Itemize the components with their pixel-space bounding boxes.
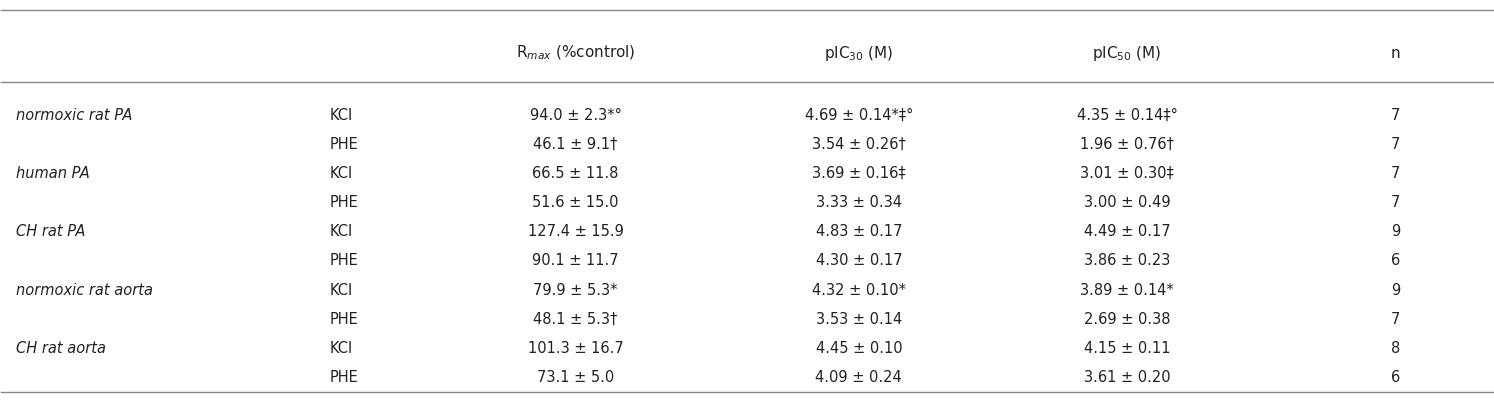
Text: pIC$_{30}$ (M): pIC$_{30}$ (M) <box>825 44 893 63</box>
Text: 7: 7 <box>1391 194 1400 210</box>
Text: PHE: PHE <box>330 311 359 326</box>
Text: 51.6 ± 15.0: 51.6 ± 15.0 <box>532 194 619 210</box>
Text: KCl: KCl <box>330 282 353 297</box>
Text: CH rat aorta: CH rat aorta <box>16 340 106 355</box>
Text: 3.61 ± 0.20: 3.61 ± 0.20 <box>1085 369 1171 384</box>
Text: 4.15 ± 0.11: 4.15 ± 0.11 <box>1085 340 1170 355</box>
Text: 2.69 ± 0.38: 2.69 ± 0.38 <box>1085 311 1170 326</box>
Text: 4.69 ± 0.14*‡°: 4.69 ± 0.14*‡° <box>805 107 913 122</box>
Text: 3.54 ± 0.26†: 3.54 ± 0.26† <box>811 136 905 152</box>
Text: 6: 6 <box>1391 369 1400 384</box>
Text: CH rat PA: CH rat PA <box>16 224 85 239</box>
Text: 9: 9 <box>1391 282 1400 297</box>
Text: 4.49 ± 0.17: 4.49 ± 0.17 <box>1085 224 1171 239</box>
Text: 3.00 ± 0.49: 3.00 ± 0.49 <box>1085 194 1171 210</box>
Text: 4.83 ± 0.17: 4.83 ± 0.17 <box>816 224 902 239</box>
Text: 8: 8 <box>1391 340 1400 355</box>
Text: 101.3 ± 16.7: 101.3 ± 16.7 <box>527 340 623 355</box>
Text: n: n <box>1391 46 1400 61</box>
Text: 90.1 ± 11.7: 90.1 ± 11.7 <box>532 253 619 268</box>
Text: PHE: PHE <box>330 369 359 384</box>
Text: 7: 7 <box>1391 166 1400 180</box>
Text: 127.4 ± 15.9: 127.4 ± 15.9 <box>527 224 623 239</box>
Text: 48.1 ± 5.3†: 48.1 ± 5.3† <box>533 311 617 326</box>
Text: PHE: PHE <box>330 136 359 152</box>
Text: 79.9 ± 5.3*: 79.9 ± 5.3* <box>533 282 617 297</box>
Text: 4.32 ± 0.10*: 4.32 ± 0.10* <box>811 282 905 297</box>
Text: human PA: human PA <box>16 166 90 180</box>
Text: 3.53 ± 0.14: 3.53 ± 0.14 <box>816 311 902 326</box>
Text: pIC$_{50}$ (M): pIC$_{50}$ (M) <box>1092 44 1162 63</box>
Text: 3.69 ± 0.16‡: 3.69 ± 0.16‡ <box>813 166 905 180</box>
Text: 3.89 ± 0.14*: 3.89 ± 0.14* <box>1080 282 1174 297</box>
Text: 3.86 ± 0.23: 3.86 ± 0.23 <box>1085 253 1170 268</box>
Text: 4.35 ± 0.14‡°: 4.35 ± 0.14‡° <box>1077 107 1177 122</box>
Text: 73.1 ± 5.0: 73.1 ± 5.0 <box>536 369 614 384</box>
Text: PHE: PHE <box>330 194 359 210</box>
Text: 3.01 ± 0.30‡: 3.01 ± 0.30‡ <box>1080 166 1174 180</box>
Text: normoxic rat aorta: normoxic rat aorta <box>16 282 154 297</box>
Text: 7: 7 <box>1391 107 1400 122</box>
Text: normoxic rat PA: normoxic rat PA <box>16 107 133 122</box>
Text: PHE: PHE <box>330 253 359 268</box>
Text: KCl: KCl <box>330 107 353 122</box>
Text: R$_{max}$ (%control): R$_{max}$ (%control) <box>515 44 635 62</box>
Text: 1.96 ± 0.76†: 1.96 ± 0.76† <box>1080 136 1174 152</box>
Text: KCl: KCl <box>330 340 353 355</box>
Text: 7: 7 <box>1391 136 1400 152</box>
Text: KCl: KCl <box>330 224 353 239</box>
Text: 7: 7 <box>1391 311 1400 326</box>
Text: 4.45 ± 0.10: 4.45 ± 0.10 <box>816 340 902 355</box>
Text: 4.09 ± 0.24: 4.09 ± 0.24 <box>816 369 902 384</box>
Text: 46.1 ± 9.1†: 46.1 ± 9.1† <box>533 136 617 152</box>
Text: 66.5 ± 11.8: 66.5 ± 11.8 <box>532 166 619 180</box>
Text: 3.33 ± 0.34: 3.33 ± 0.34 <box>816 194 902 210</box>
Text: KCl: KCl <box>330 166 353 180</box>
Text: 94.0 ± 2.3*°: 94.0 ± 2.3*° <box>529 107 622 122</box>
Text: 6: 6 <box>1391 253 1400 268</box>
Text: 9: 9 <box>1391 224 1400 239</box>
Text: 4.30 ± 0.17: 4.30 ± 0.17 <box>816 253 902 268</box>
